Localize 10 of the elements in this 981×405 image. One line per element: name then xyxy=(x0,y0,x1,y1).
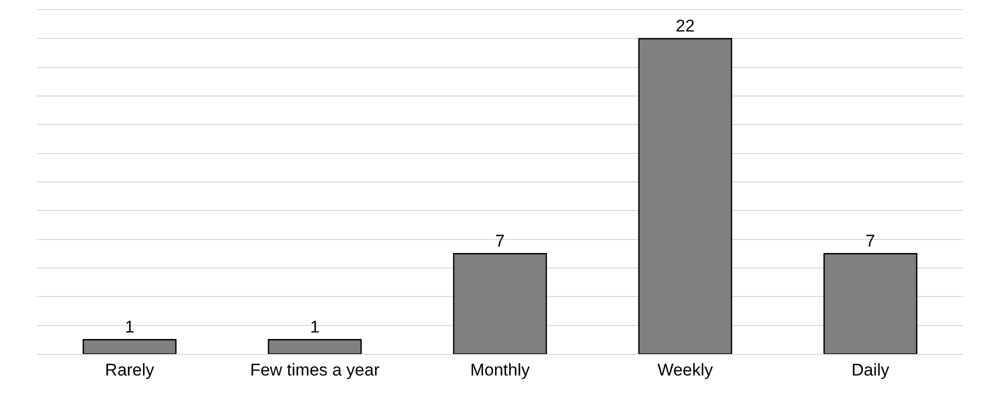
x-tick-label: Rarely xyxy=(105,360,155,380)
data-label: 7 xyxy=(495,232,505,251)
data-label: 7 xyxy=(866,232,876,251)
x-tick-label: Weekly xyxy=(657,360,714,380)
data-label: 1 xyxy=(124,318,134,337)
data-label: 1 xyxy=(310,318,320,337)
x-tick-label: Monthly xyxy=(470,360,530,380)
x-tick-label: Few times a year xyxy=(250,360,380,380)
data-label: 22 xyxy=(676,16,695,36)
x-tick-label: Daily xyxy=(852,360,890,380)
